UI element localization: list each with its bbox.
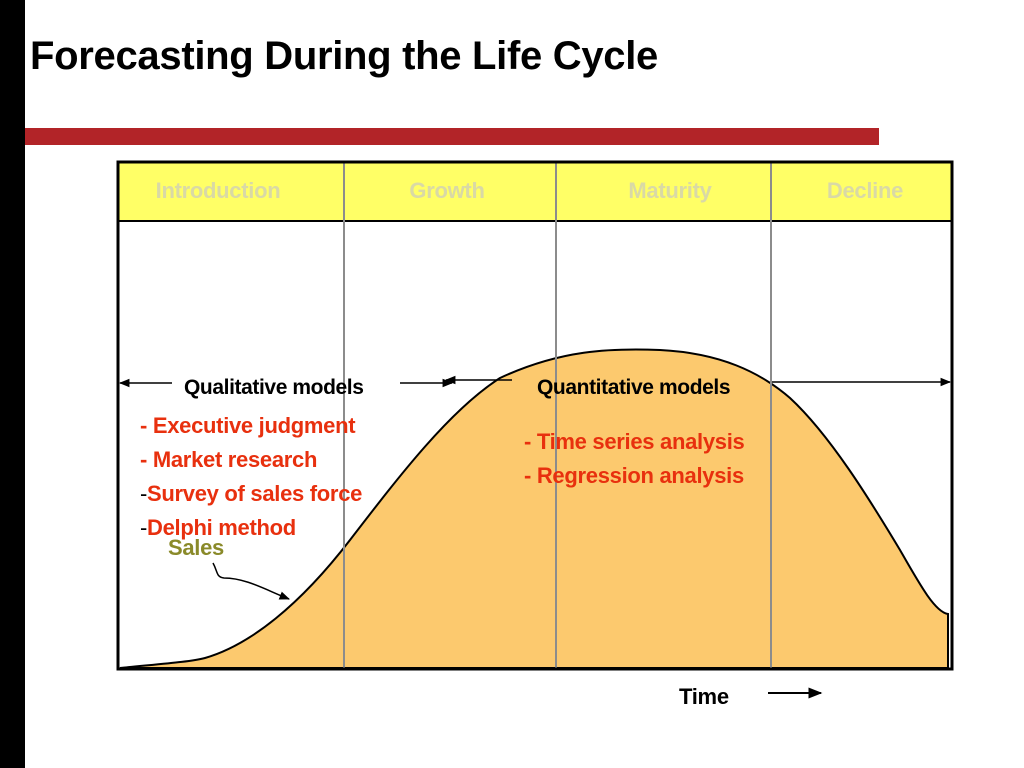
- diagram-frame: [116, 160, 954, 671]
- qualitative-method-item: -Delphi method: [140, 515, 296, 540]
- sales-curve-label: Sales: [168, 535, 224, 560]
- qualitative-method-item: - Executive judgment: [140, 413, 356, 438]
- title-underline-rule: [25, 128, 879, 145]
- quantitative-method-item: - Regression analysis: [524, 463, 744, 488]
- sales-pointer-arrow: [212, 562, 290, 600]
- phase-label-maturity: Maturity: [628, 178, 712, 203]
- qualitative-method-item: -Survey of sales force: [140, 481, 362, 506]
- slide-title: Forecasting During the Life Cycle: [30, 34, 658, 78]
- phase-label-decline: Decline: [827, 178, 903, 203]
- phase-label-introduction: Introduction: [156, 178, 281, 203]
- left-accent-bar: [0, 0, 25, 768]
- time-axis-label: Time: [679, 684, 729, 709]
- qualitative-models-heading: Qualitative models: [184, 376, 364, 399]
- qualitative-method-item: - Market research: [140, 447, 317, 472]
- sales-curve-area: [119, 348, 949, 669]
- quantitative-method-item: - Time series analysis: [524, 429, 745, 454]
- phase-label-growth: Growth: [409, 178, 484, 203]
- phase-header-band: [118, 162, 952, 221]
- quantitative-models-heading: Quantitative models: [537, 376, 730, 399]
